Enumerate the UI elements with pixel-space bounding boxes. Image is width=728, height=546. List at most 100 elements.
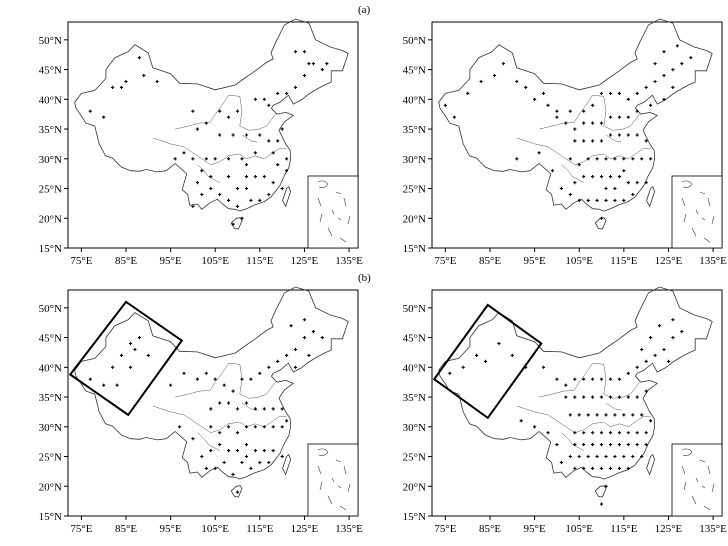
station-marker: [559, 460, 563, 465]
station-marker: [591, 466, 595, 470]
station-marker: [240, 377, 244, 381]
hainan-island: [230, 217, 243, 230]
station-marker: [119, 353, 124, 357]
station-marker: [271, 425, 275, 429]
station-marker: [461, 365, 465, 369]
station-marker: [195, 181, 199, 185]
y-tick-label: 40°N: [403, 362, 426, 374]
station-marker: [617, 431, 621, 435]
station-marker: [209, 425, 213, 429]
station-marker: [631, 157, 635, 161]
station-marker: [218, 401, 222, 405]
station-marker: [640, 157, 644, 161]
y-tick-label: 35°N: [39, 392, 62, 404]
station-marker: [244, 443, 249, 447]
station-marker: [591, 377, 595, 381]
station-marker: [227, 157, 231, 161]
station-marker: [577, 198, 581, 202]
y-tick-label: 45°N: [403, 65, 426, 77]
station-marker: [204, 121, 208, 125]
inset-dash-line: [707, 465, 711, 475]
station-marker: [191, 157, 195, 161]
station-marker: [311, 330, 315, 334]
region-boundary: [605, 402, 622, 411]
station-marker: [293, 85, 298, 89]
x-tick-label: 85°E: [115, 255, 137, 267]
y-tick-label: 15°N: [403, 511, 426, 523]
station-marker: [640, 454, 644, 459]
station-marker: [227, 401, 231, 405]
station-marker: [204, 466, 208, 470]
station-marker: [644, 139, 648, 143]
station-marker: [671, 68, 675, 72]
station-marker: [213, 157, 217, 161]
y-tick-label: 35°N: [403, 124, 426, 136]
station-marker: [617, 377, 621, 381]
station-marker: [218, 192, 222, 197]
station-marker: [311, 62, 315, 66]
country-boundary: [74, 286, 349, 480]
x-tick-label: 135°E: [335, 523, 363, 535]
inset-dash-line: [339, 505, 347, 511]
station-marker: [604, 413, 608, 417]
station-marker: [613, 454, 617, 459]
station-marker: [213, 377, 217, 381]
x-tick-label: 95°E: [524, 255, 546, 267]
station-marker: [626, 431, 630, 435]
station-marker: [626, 133, 630, 137]
x-tick-label: 115°E: [610, 523, 637, 535]
station-marker: [595, 157, 599, 161]
station-marker: [271, 151, 275, 155]
station-marker: [293, 365, 298, 369]
station-marker: [244, 186, 249, 191]
station-marker: [497, 341, 501, 346]
station-marker: [142, 73, 146, 78]
station-marker: [626, 371, 630, 375]
station-marker: [671, 318, 675, 322]
station-marker: [182, 371, 186, 375]
station-marker: [271, 449, 275, 453]
station-marker: [541, 365, 546, 369]
inset-dash-line: [331, 477, 335, 483]
y-tick-label: 20°N: [403, 481, 426, 493]
hainan-island: [230, 485, 243, 498]
station-marker: [240, 216, 244, 220]
station-marker: [501, 62, 505, 66]
station-marker: [541, 91, 546, 95]
x-tick-label: 115°E: [246, 523, 273, 535]
station-marker: [280, 127, 284, 131]
station-marker: [483, 359, 488, 363]
station-marker: [591, 103, 595, 107]
inset-dash-line: [691, 227, 697, 237]
inset-dash-line: [319, 481, 323, 491]
station-marker: [267, 365, 271, 369]
region-boundary: [516, 137, 651, 165]
station-marker: [680, 62, 684, 66]
station-marker: [626, 443, 630, 447]
station-marker: [253, 407, 257, 411]
inset-dash-line: [319, 213, 323, 223]
station-marker: [582, 121, 586, 125]
station-marker: [604, 186, 608, 191]
inset-dash-line: [701, 485, 706, 489]
station-marker: [617, 443, 621, 447]
x-tick-label: 125°E: [291, 523, 319, 535]
station-marker: [182, 151, 186, 155]
inset-dash-line: [339, 237, 347, 243]
station-marker: [559, 186, 563, 191]
station-marker: [200, 192, 204, 197]
station-marker: [276, 163, 280, 167]
station-marker: [599, 175, 604, 179]
station-marker: [635, 181, 639, 185]
y-tick-label: 40°N: [39, 94, 62, 106]
station-marker: [608, 466, 613, 470]
station-marker: [209, 186, 213, 191]
station-marker: [582, 443, 586, 447]
y-tick-label: 45°N: [39, 65, 62, 77]
station-marker: [249, 466, 253, 470]
station-marker: [222, 460, 226, 465]
station-marker: [644, 181, 648, 185]
x-tick-label: 125°E: [655, 523, 683, 535]
station-marker: [222, 383, 226, 387]
inset-dash-line: [683, 213, 687, 223]
